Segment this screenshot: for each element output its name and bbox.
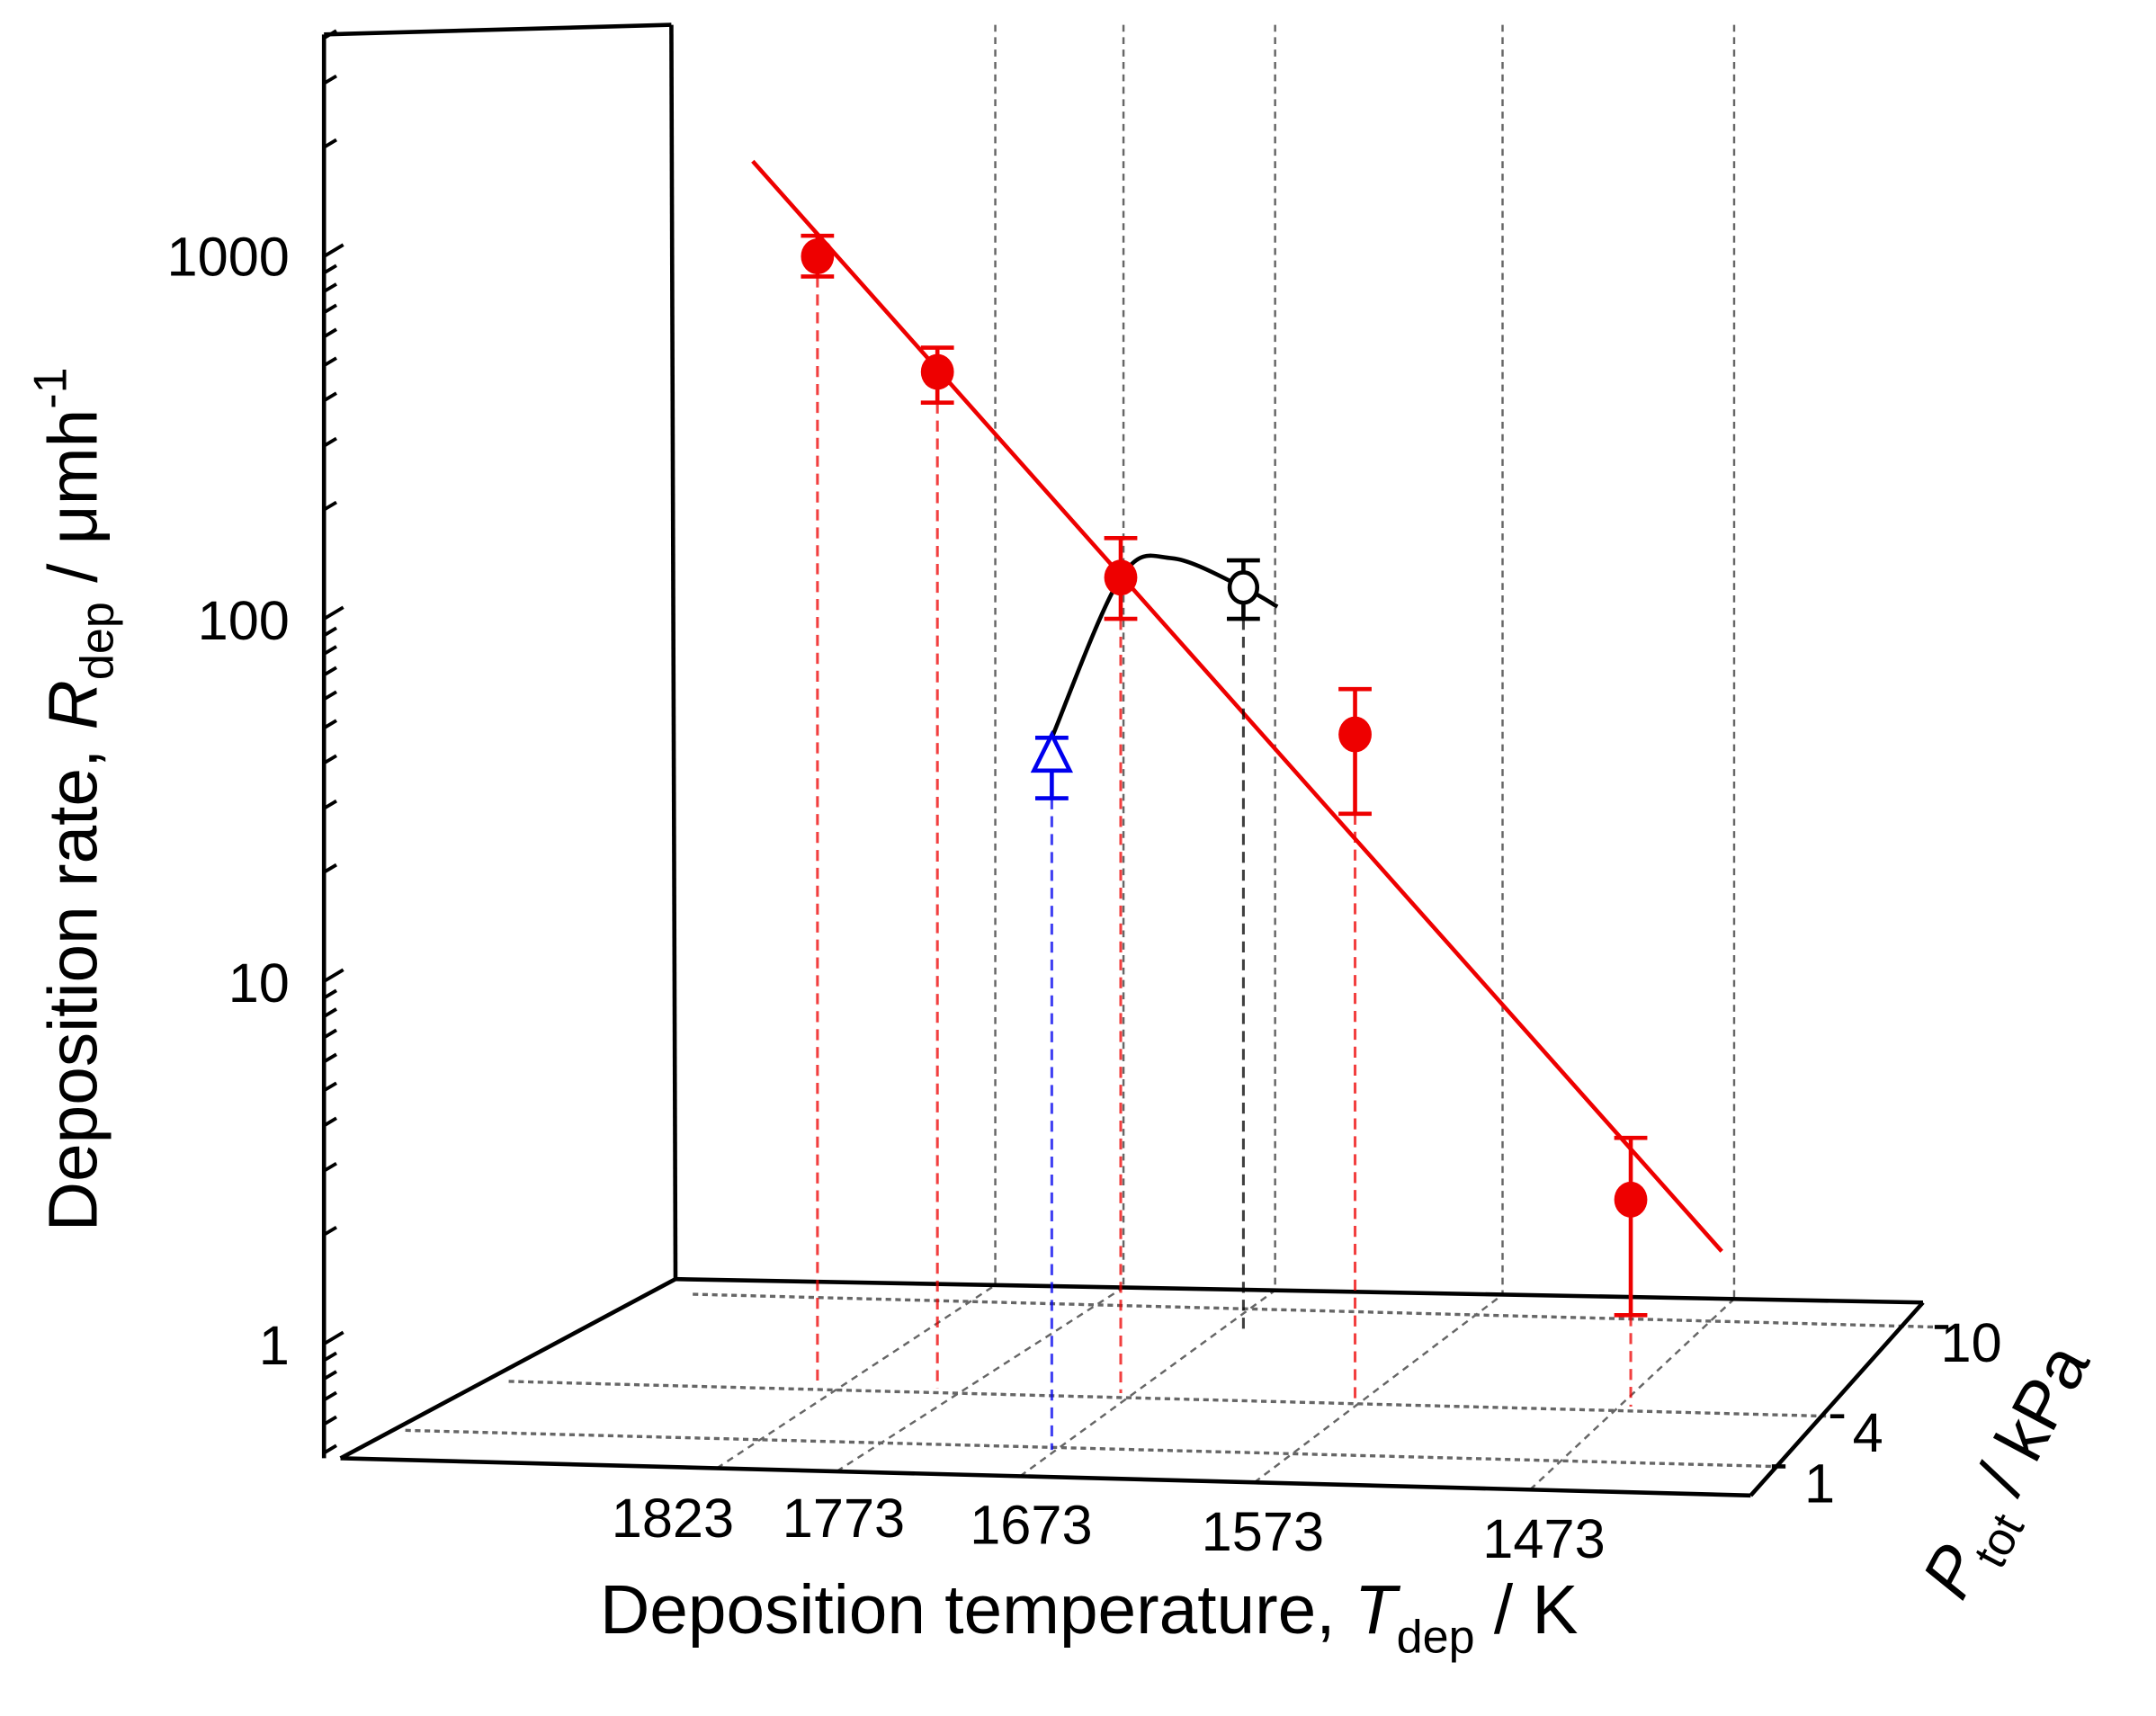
floor-right-edge xyxy=(1749,1300,1925,1497)
y-minor-tick xyxy=(323,666,337,677)
floor-left-edge xyxy=(339,1277,677,1461)
y-minor-tick xyxy=(323,988,337,1000)
x-tick-label-1573: 1573 xyxy=(1202,1501,1324,1562)
y-minor-tick xyxy=(323,282,337,293)
y-minor-tick xyxy=(323,1390,337,1402)
data-point xyxy=(801,238,835,274)
z-axis-label: Ptot / kPa xyxy=(1908,1332,2117,1617)
floor-front-edge xyxy=(340,1456,1751,1498)
y-minor-tick xyxy=(323,1007,337,1018)
y-minor-tick xyxy=(323,1351,337,1363)
y-minor-tick xyxy=(323,264,337,275)
x-tick-label-1773: 1773 xyxy=(783,1488,905,1549)
back-vertical-edge xyxy=(669,24,678,1280)
y-minor-tick xyxy=(323,1028,337,1040)
y-minor-tick xyxy=(323,356,337,368)
x-tick-label-1823: 1823 xyxy=(612,1488,734,1549)
floor-grid-line-P10 xyxy=(693,1292,1935,1329)
floor-grid-line-P4 xyxy=(508,1380,1830,1418)
x-tick-label-1473: 1473 xyxy=(1482,1508,1605,1569)
y-minor-tick xyxy=(323,1443,337,1455)
y-minor-tick xyxy=(323,391,337,403)
data-point xyxy=(1614,1181,1648,1218)
floor-grid-line-T1773 xyxy=(836,1286,1124,1473)
y-minor-tick xyxy=(323,1415,337,1426)
y-axis-label: Deposition rate, Rdep / μmh-1 xyxy=(25,367,124,1231)
floor-grid-line-P1 xyxy=(405,1428,1772,1469)
floor-grid-line-T1573 xyxy=(1253,1293,1504,1484)
y-minor-tick xyxy=(323,1116,337,1128)
y-minor-tick xyxy=(323,1052,337,1064)
z-tick-label-1: 1 xyxy=(1804,1452,1835,1514)
y-minor-tick xyxy=(323,862,337,874)
y-major-tick xyxy=(323,1330,344,1345)
y-tick-label-1: 1 xyxy=(259,1315,290,1376)
y-ticks xyxy=(323,29,344,1455)
y-minor-tick xyxy=(323,303,337,315)
y-minor-tick xyxy=(323,1161,337,1173)
y-minor-tick xyxy=(323,1081,337,1093)
y-minor-tick xyxy=(323,327,337,339)
y-minor-tick xyxy=(323,645,337,656)
y-minor-tick xyxy=(323,626,337,638)
plot-frame xyxy=(321,22,1925,1498)
y-minor-tick xyxy=(323,690,337,702)
y-major-tick xyxy=(323,243,344,258)
z-tick-label-4: 4 xyxy=(1853,1402,1883,1463)
x-tick-label-1673: 1673 xyxy=(970,1494,1092,1555)
data-point xyxy=(1338,716,1372,753)
floor-grid-line-T1823 xyxy=(716,1283,997,1470)
y-tick-label-10: 10 xyxy=(228,952,290,1014)
data-point xyxy=(1227,570,1260,605)
grid-lines xyxy=(405,24,1949,1491)
y-tick-label-1000: 1000 xyxy=(167,227,290,288)
y-minor-tick xyxy=(323,138,337,149)
y-minor-tick xyxy=(323,719,337,730)
data-point xyxy=(920,353,954,390)
y-minor-tick xyxy=(323,29,337,40)
y-minor-tick xyxy=(323,500,337,512)
data-point xyxy=(1030,729,1074,773)
floor-back-edge xyxy=(675,1276,1923,1305)
y-minor-tick xyxy=(323,1225,337,1237)
y-major-tick xyxy=(323,605,344,621)
top-edge xyxy=(324,22,672,37)
data-point xyxy=(1104,559,1138,596)
floor-grid-line-T1673 xyxy=(1019,1289,1276,1478)
y-minor-tick xyxy=(323,436,337,448)
y-minor-tick xyxy=(323,754,337,765)
y-minor-tick xyxy=(323,799,337,810)
y-major-tick xyxy=(323,968,344,983)
z-tick-label-10: 10 xyxy=(1940,1312,2001,1373)
y-tick-label-100: 100 xyxy=(198,590,290,651)
y-minor-tick xyxy=(323,1370,337,1381)
y-minor-tick xyxy=(323,74,337,85)
fit-line xyxy=(751,159,1723,1253)
data-marks xyxy=(751,159,1723,1451)
x-axis-label: Deposition temperature, Tdep / K xyxy=(600,1572,1579,1663)
